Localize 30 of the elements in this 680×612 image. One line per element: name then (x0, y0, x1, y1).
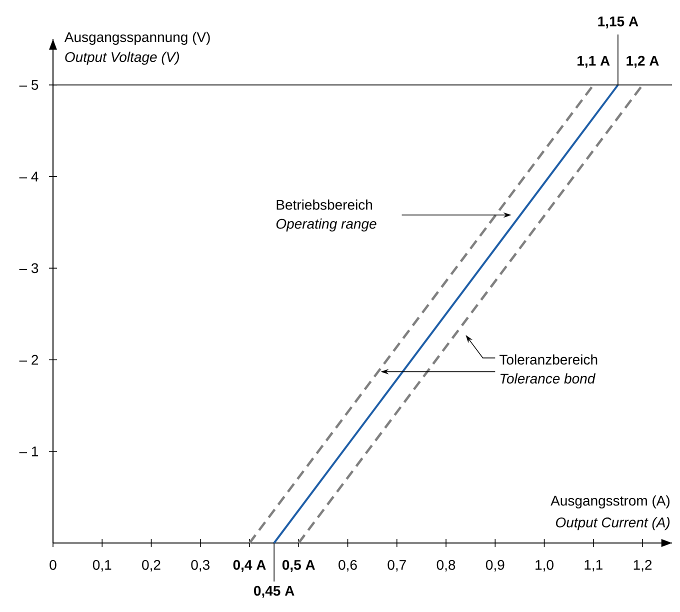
y-tick-label: – 4 (19, 172, 38, 182)
x-tick-label: 0,6 (338, 560, 357, 572)
x-tick-label: 0,8 (436, 560, 456, 572)
x-tick-label: 0,4 A (233, 560, 266, 572)
annotation: Tolerance bond (500, 373, 596, 384)
y-tick-label: – 1 (19, 446, 38, 456)
x-tick-label: 0,7 (388, 560, 406, 572)
x-tick-label: 1,2 (634, 560, 652, 572)
x-tick-label: 0 (50, 560, 56, 570)
y-tick-label: – 2 (19, 354, 38, 365)
y-tick-label: – 5 (19, 80, 38, 90)
annotation: Output Voltage (V) (65, 52, 180, 65)
annotation: Betriebsbereich (276, 199, 372, 210)
annotation: 1,1 A (578, 56, 610, 68)
y-axis-title: Ausgangsspannung (V) (64, 32, 210, 45)
x-tick-label: 0,9 (486, 560, 504, 572)
x-tick-label: 1,1 (584, 560, 602, 572)
annotation: 1,15 A (598, 16, 638, 28)
annotation: 0,45 A (254, 586, 294, 598)
x-tick-label: 0,1 (92, 560, 112, 572)
x-tick-label: 0,2 (142, 560, 160, 572)
annotation: Toleranzbereich (500, 354, 598, 365)
x-axis-title: Ausgangsstrom (A) (550, 495, 670, 508)
x-tick-label: 1,0 (536, 560, 554, 572)
annotation: Operating range (276, 218, 376, 232)
x-tick-label: 0,3 (191, 560, 210, 572)
annotation: Output Current (A) (556, 517, 670, 530)
annotation: 1,2 A (626, 56, 659, 68)
y-tick-label: – 3 (19, 263, 38, 274)
x-tick-label: 0,5 A (282, 560, 315, 572)
